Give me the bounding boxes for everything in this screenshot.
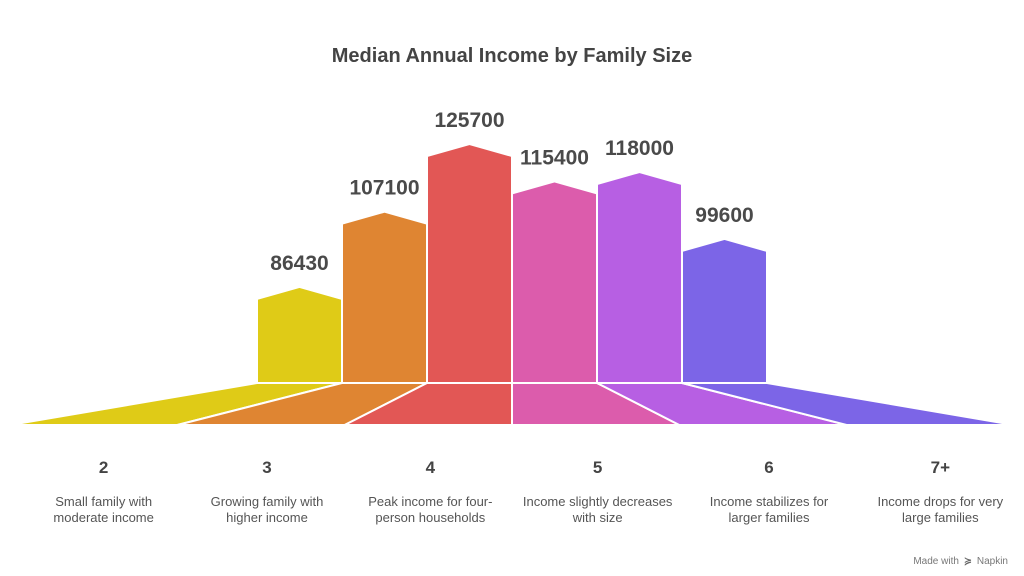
category-label: 5 xyxy=(592,458,603,477)
value-label-4: 125700 xyxy=(434,109,504,132)
category-label: 3 xyxy=(262,458,272,477)
category-column: 3 Growing family with higher income xyxy=(192,458,342,526)
value-label-2: 86430 xyxy=(270,252,328,275)
bar-7+ xyxy=(681,237,768,384)
category-column: 4 Peak income for four-person households xyxy=(355,458,505,526)
napkin-credit: Made with ≽ Napkin xyxy=(913,556,1008,567)
category-label: 6 xyxy=(764,458,774,477)
category-column: 6 Income stabilizes for larger families xyxy=(694,458,844,526)
label-layer: 86430 107100 125700 115400 118000 99600 xyxy=(270,109,753,275)
bar-4 xyxy=(426,142,513,384)
category-description: Income drops for very large families xyxy=(877,494,1004,525)
credit-prefix: Made with xyxy=(913,556,959,567)
floor-layer xyxy=(9,382,1015,426)
category-column: 5 Income slightly decreases with size xyxy=(523,458,673,526)
category-label: 4 xyxy=(425,458,436,477)
category-description: Peak income for four-person households xyxy=(368,494,493,525)
value-label-7+: 99600 xyxy=(695,204,753,227)
category-description: Growing family with higher income xyxy=(210,494,324,525)
category-description: Income stabilizes for larger families xyxy=(709,494,829,525)
category-column: 7+ Income drops for very large families xyxy=(865,458,1015,526)
chart-title: Median Annual Income by Family Size xyxy=(331,45,693,67)
category-description: Income slightly decreases with size xyxy=(522,494,673,525)
bar-2 xyxy=(256,285,343,384)
bar-6 xyxy=(596,170,683,384)
category-label: 7+ xyxy=(930,458,951,477)
bar-3 xyxy=(341,210,428,384)
napkin-logo-icon: ≽ xyxy=(963,556,973,567)
value-label-3: 107100 xyxy=(349,177,419,200)
category-column: 2 Small family with moderate income xyxy=(29,458,179,526)
credit-brand: Napkin xyxy=(976,556,1008,567)
category-label: 2 xyxy=(98,458,109,477)
category-description: Small family with moderate income xyxy=(53,494,154,525)
bar-layer xyxy=(256,142,768,384)
bar-5 xyxy=(511,180,598,384)
value-label-6: 118000 xyxy=(605,137,674,160)
value-label-5: 115400 xyxy=(520,146,589,169)
